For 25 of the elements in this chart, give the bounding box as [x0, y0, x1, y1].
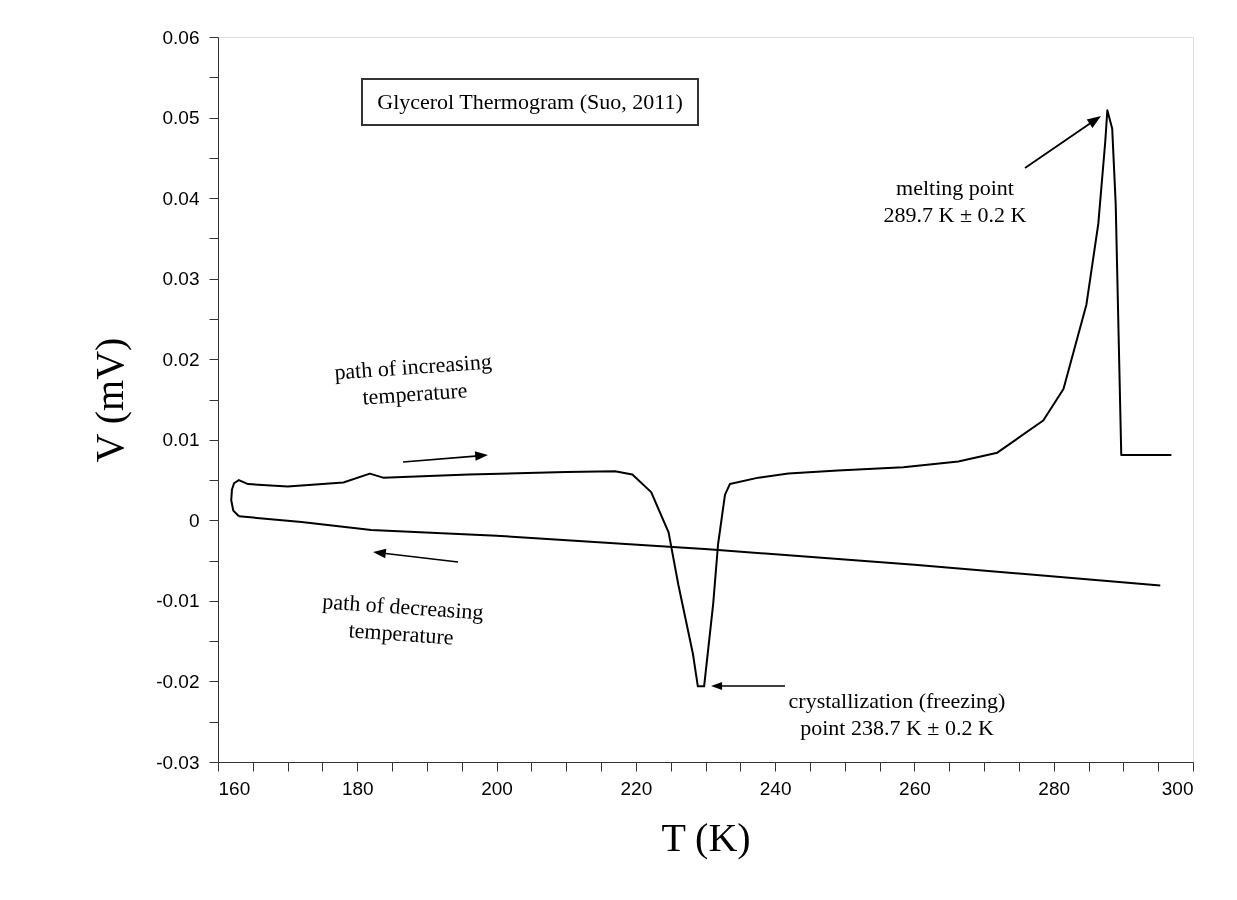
y-tick-label: 0.05: [162, 107, 200, 129]
annotation: Glycerol Thermogram (Suo, 2011): [377, 89, 683, 114]
x-tick-label: 180: [341, 777, 374, 799]
annotation: path of decreasing temperature: [321, 588, 485, 650]
x-tick-label: 280: [1038, 777, 1071, 799]
y-tick-label: 0.06: [162, 26, 200, 48]
x-tick-label: 200: [481, 777, 513, 799]
y-tick-label: 0.01: [162, 429, 200, 451]
y-tick-label: -0.01: [156, 590, 200, 612]
x-tick-label: 300: [1161, 777, 1194, 799]
annotation: crystallization (freezing) point 238.7 K ± 0.2 K: [788, 688, 1006, 740]
x-axis-title: T (K): [661, 814, 751, 860]
y-tick-label: 0.04: [162, 187, 200, 209]
y-tick-label: 0.03: [162, 268, 200, 290]
y-tick-label: -0.02: [156, 670, 200, 692]
y-axis-title: V (mV): [87, 337, 133, 463]
y-tick-label: 0: [188, 509, 200, 531]
x-tick-label: 260: [899, 777, 931, 799]
y-tick-label: 0.02: [162, 348, 200, 370]
annotation: path of increasing temperature: [333, 348, 493, 410]
x-tick-label: 220: [620, 777, 653, 799]
y-tick-label: -0.03: [156, 751, 200, 773]
x-tick-label: 240: [759, 777, 792, 799]
x-tick-label: 160: [218, 777, 251, 799]
annotation: melting point 289.7 K ± 0.2 K: [883, 175, 1027, 227]
